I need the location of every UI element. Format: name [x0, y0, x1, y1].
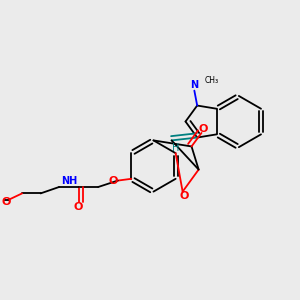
Text: O: O	[199, 124, 208, 134]
Text: O: O	[1, 196, 10, 207]
Text: O: O	[73, 202, 83, 212]
Text: N: N	[190, 80, 198, 90]
Text: H: H	[172, 142, 179, 152]
Text: NH: NH	[61, 176, 78, 186]
Text: CH₃: CH₃	[205, 76, 219, 85]
Text: O: O	[109, 176, 118, 186]
Text: O: O	[180, 191, 189, 201]
